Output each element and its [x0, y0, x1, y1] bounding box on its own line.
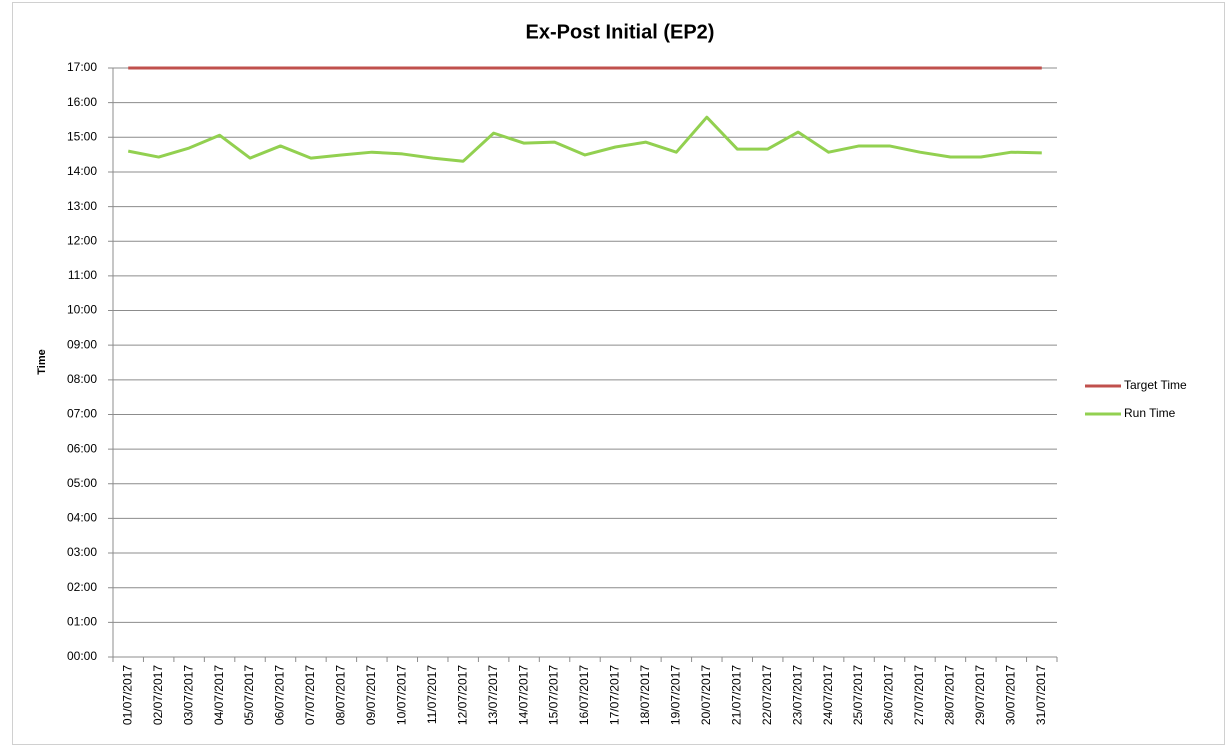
x-tick-label: 22/07/2017	[760, 665, 774, 725]
x-tick-label: 18/07/2017	[638, 665, 652, 725]
y-tick-label: 03:00	[67, 545, 97, 559]
legend-label: Run Time	[1124, 406, 1176, 420]
x-tick-label: 24/07/2017	[821, 665, 835, 725]
x-tick-label: 31/07/2017	[1034, 665, 1048, 725]
x-tick-label: 03/07/2017	[181, 665, 195, 725]
x-tick-label: 05/07/2017	[242, 665, 256, 725]
y-tick-label: 09:00	[67, 337, 97, 351]
x-tick-label: 15/07/2017	[547, 665, 561, 725]
y-axis-label: Time	[36, 349, 48, 374]
x-tick-label: 17/07/2017	[608, 665, 622, 725]
x-tick-label: 14/07/2017	[516, 665, 530, 725]
series-line	[127, 115, 1042, 163]
y-tick-label: 07:00	[67, 407, 97, 421]
x-tick-label: 19/07/2017	[669, 665, 683, 725]
x-tick-label: 10/07/2017	[394, 665, 408, 725]
x-tick-label: 29/07/2017	[973, 665, 987, 725]
x-tick-label: 07/07/2017	[303, 665, 317, 725]
x-tick-label: 28/07/2017	[943, 665, 957, 725]
y-tick-label: 16:00	[67, 95, 97, 109]
x-tick-label: 13/07/2017	[486, 665, 500, 725]
y-tick-label: 13:00	[67, 199, 97, 213]
legend-label: Target Time	[1124, 378, 1187, 392]
x-tick-label: 11/07/2017	[425, 665, 439, 724]
x-tick-label: 01/07/2017	[120, 665, 134, 725]
x-tick-label: 04/07/2017	[212, 665, 226, 725]
y-tick-label: 02:00	[67, 580, 97, 594]
y-tick-label: 06:00	[67, 441, 97, 455]
y-tick-label: 05:00	[67, 476, 97, 490]
chart-title: Ex-Post Initial (EP2)	[526, 21, 715, 43]
y-tick-label: 04:00	[67, 511, 97, 525]
x-tick-label: 25/07/2017	[851, 665, 865, 725]
y-tick-label: 01:00	[67, 615, 97, 629]
y-tick-label: 14:00	[67, 164, 97, 178]
x-tick-label: 12/07/2017	[455, 665, 469, 725]
y-tick-label: 15:00	[67, 129, 97, 143]
y-tick-label: 08:00	[67, 372, 97, 386]
y-tick-label: 12:00	[67, 233, 97, 247]
y-tick-label: 00:00	[67, 649, 97, 663]
x-tick-label: 08/07/2017	[334, 665, 348, 725]
x-tick-label: 02/07/2017	[151, 665, 165, 725]
x-tick-label: 21/07/2017	[729, 665, 743, 725]
x-tick-label: 20/07/2017	[699, 665, 713, 725]
x-tick-label: 09/07/2017	[364, 665, 378, 725]
x-tick-label: 06/07/2017	[273, 665, 287, 725]
x-tick-label: 30/07/2017	[1003, 665, 1017, 725]
x-tick-label: 23/07/2017	[790, 665, 804, 725]
x-tick-label: 26/07/2017	[882, 665, 896, 725]
x-tick-label: 27/07/2017	[912, 665, 926, 725]
y-tick-label: 11:00	[68, 268, 97, 282]
chart-border	[12, 2, 1225, 745]
y-tick-label: 10:00	[67, 303, 97, 317]
x-tick-label: 16/07/2017	[577, 665, 591, 725]
y-tick-label: 17:00	[67, 60, 97, 74]
